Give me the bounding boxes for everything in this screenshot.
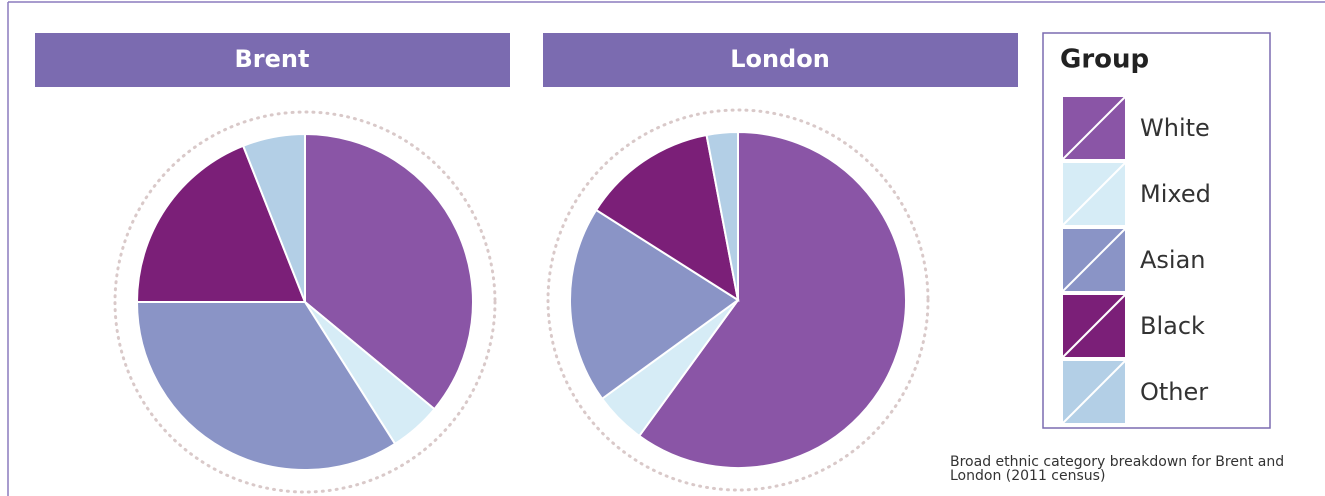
legend-label: Black <box>1140 312 1205 340</box>
swatch-diagonal <box>1062 294 1126 358</box>
panel-header <box>35 33 510 87</box>
caption: Broad ethnic category breakdown for Bren… <box>950 454 1285 484</box>
panel-title: Brent <box>235 45 310 73</box>
legend-label: Asian <box>1140 246 1206 274</box>
pie-slice <box>594 133 740 303</box>
legend-label: Mixed <box>1140 180 1211 208</box>
legend-label: Other <box>1140 378 1208 406</box>
swatch-diagonal <box>1062 360 1126 424</box>
pie-slice <box>304 132 474 411</box>
swatch-diagonal <box>1062 96 1126 160</box>
swatch-diagonal <box>1062 228 1126 292</box>
swatch-diagonal <box>1062 162 1126 226</box>
dotted-ring <box>546 108 930 492</box>
legend-title: Group <box>1060 45 1149 75</box>
pie-slice <box>705 130 739 301</box>
pie-slice <box>241 132 306 303</box>
panel-header <box>543 33 1018 87</box>
pie-slice <box>637 130 907 469</box>
pie-slice <box>135 144 307 303</box>
pie-slice <box>135 301 397 471</box>
dotted-ring <box>113 110 497 494</box>
pie-slice <box>569 208 740 401</box>
legend-label: White <box>1140 114 1210 142</box>
panel-title: London <box>730 45 830 73</box>
